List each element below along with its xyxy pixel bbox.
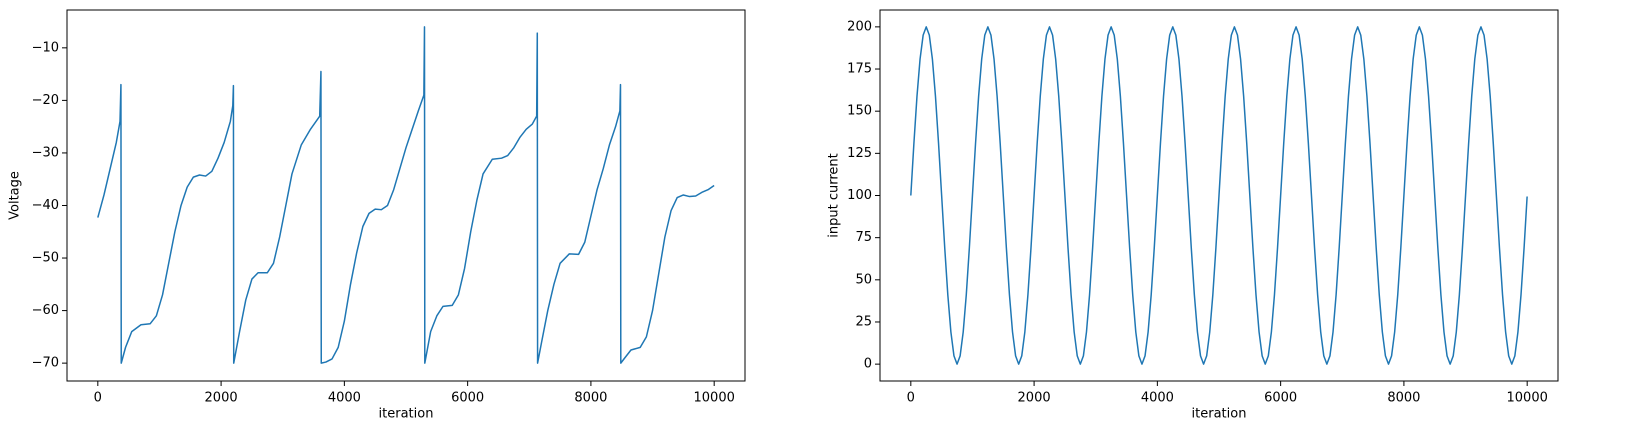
x-tick-label: 6000 [451,391,484,406]
y-tick-label: 200 [847,19,872,34]
y-tick-label: −20 [32,93,59,108]
x-axis-label: iteration [1192,407,1247,422]
x-tick-label: 8000 [1387,391,1420,406]
axes-frame [66,9,746,382]
y-tick-label: −60 [32,303,59,318]
x-tick-label: 10000 [694,391,735,406]
y-axis-label: Voltage [8,171,23,220]
x-tick-label: 10000 [1507,391,1548,406]
x-axis-label: iteration [379,407,434,422]
y-tick-label: 25 [855,314,872,329]
y-tick-label: −70 [32,356,59,371]
y-tick-label: 0 [864,357,872,372]
data-line [97,26,715,364]
y-tick-label: 100 [847,188,872,203]
x-tick-label: 4000 [1141,391,1174,406]
y-tick-label: 50 [855,272,872,287]
x-tick-label: 0 [94,391,102,406]
y-tick-label: 175 [847,62,872,77]
y-tick-label: −40 [32,198,59,213]
x-tick-label: 2000 [205,391,238,406]
y-axis-label: input current [827,153,842,237]
y-tick-label: −50 [32,251,59,266]
y-tick-label: 150 [847,104,872,119]
x-tick-label: 2000 [1018,391,1051,406]
y-tick-label: 75 [855,230,872,245]
x-tick-label: 8000 [574,391,607,406]
x-tick-label: 0 [907,391,915,406]
y-tick-label: −10 [32,40,59,55]
data-line [910,26,1528,365]
x-tick-label: 6000 [1264,391,1297,406]
y-tick-label: −30 [32,145,59,160]
y-tick-label: 125 [847,146,872,161]
x-tick-label: 4000 [328,391,361,406]
